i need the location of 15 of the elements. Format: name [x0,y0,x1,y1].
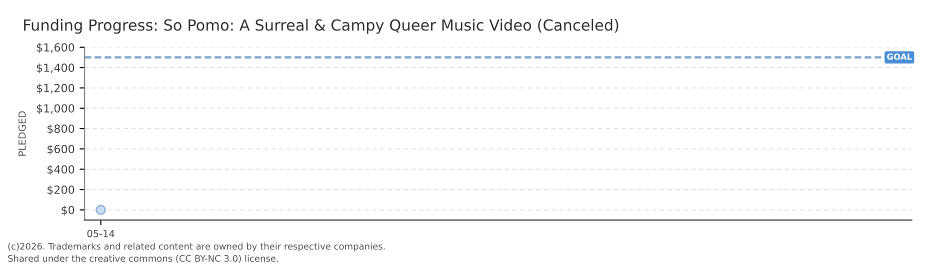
y-tick-label: $600 [48,144,74,155]
y-tick-label: $1,600 [36,43,74,54]
y-tick-label: $1,000 [36,104,74,114]
y-tick-label: $200 [48,185,74,196]
y-tick-label: $0 [62,206,74,216]
y-tick-label: $1,400 [36,63,74,74]
x-tick-label: 05-14 [87,230,114,238]
ref-line-label: GOAL [887,54,912,60]
text: (c)2026. Trademarks and related content are owned by their respective companies. [8,242,385,252]
y-tick-label: $1,200 [36,84,74,94]
y-tick-label: $800 [48,124,74,134]
text: Funding Progress: So Pomo: A Surreal & Campy Queer Music Video (Canceled) [24,18,618,34]
y-axis-title: PLEDGED [18,111,26,156]
text: Shared under the creative commons (CC BY-NC 3.0) license. [8,254,278,263]
y-tick-label: $400 [48,165,74,176]
